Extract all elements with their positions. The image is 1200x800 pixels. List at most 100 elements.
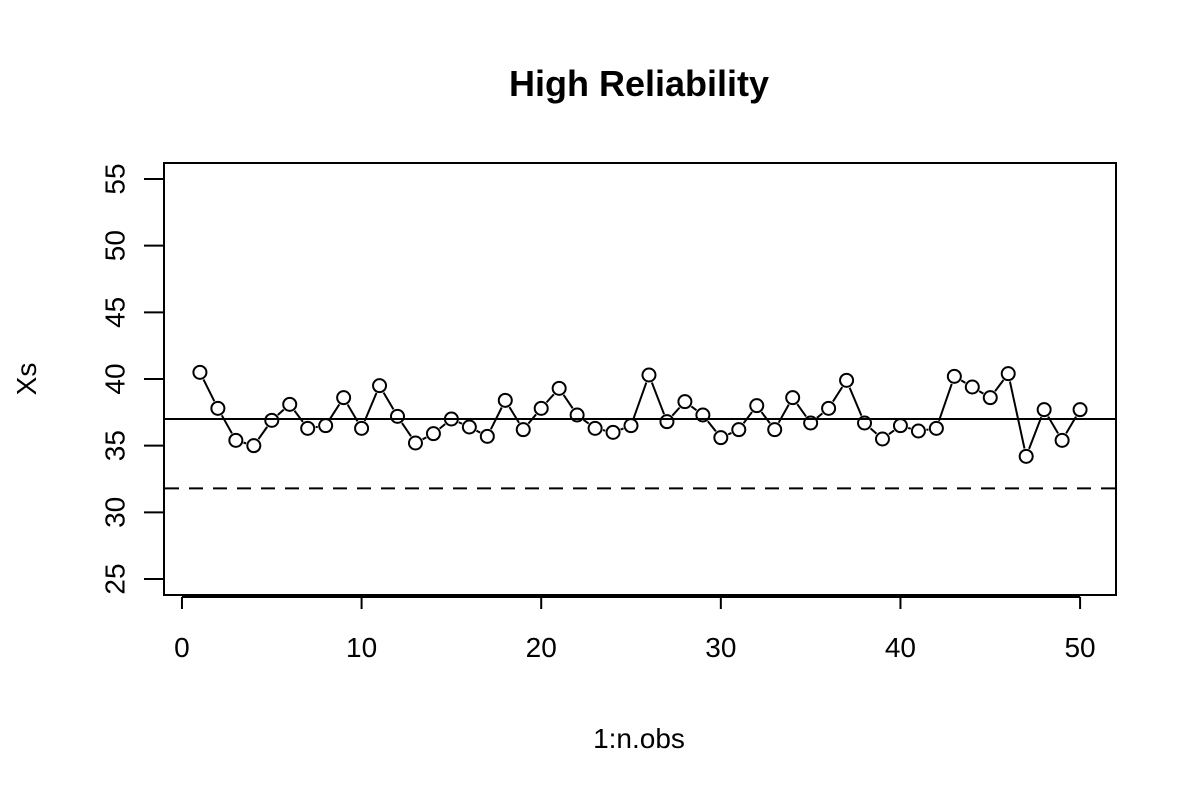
series-segment bbox=[422, 436, 427, 441]
data-point bbox=[551, 380, 567, 396]
data-point bbox=[749, 398, 765, 414]
series-segment bbox=[690, 405, 698, 412]
data-point bbox=[425, 426, 441, 442]
x-tick-label: 20 bbox=[526, 632, 557, 663]
data-point bbox=[677, 394, 693, 410]
x-tick-label: 50 bbox=[1064, 632, 1095, 663]
data-point bbox=[246, 438, 262, 454]
x-axis: 0 10 20 30 40 50 bbox=[174, 596, 1096, 663]
data-point bbox=[874, 431, 890, 447]
data-point bbox=[641, 367, 657, 383]
series-segment bbox=[363, 392, 378, 422]
data-point bbox=[946, 368, 962, 384]
data-point bbox=[372, 378, 388, 394]
data-point bbox=[461, 419, 477, 435]
chart-title: High Reliability bbox=[509, 63, 769, 104]
series-segment bbox=[742, 411, 753, 424]
series-segment bbox=[1028, 416, 1043, 450]
data-point bbox=[192, 364, 208, 380]
series-segment bbox=[220, 414, 233, 434]
series-segment bbox=[848, 387, 863, 417]
series-segment bbox=[277, 408, 285, 416]
series-segment bbox=[671, 406, 681, 417]
x-axis-label: 1:n.obs bbox=[593, 723, 685, 754]
data-point bbox=[803, 415, 819, 431]
data-point bbox=[892, 418, 908, 434]
data-point bbox=[1054, 432, 1070, 448]
series-segment bbox=[994, 379, 1005, 392]
series-segment bbox=[632, 382, 648, 419]
series-segment bbox=[401, 422, 412, 437]
series-segment bbox=[760, 411, 771, 424]
data-point bbox=[623, 418, 639, 434]
data-point bbox=[354, 420, 370, 436]
data-point bbox=[695, 407, 711, 423]
x-tick-label: 0 bbox=[174, 632, 190, 663]
y-tick-label: 25 bbox=[99, 563, 130, 594]
series-segment bbox=[329, 403, 341, 420]
series-segment bbox=[489, 407, 503, 430]
data-point bbox=[964, 379, 980, 395]
data-point bbox=[300, 420, 316, 436]
series-segment bbox=[796, 403, 807, 418]
series-segment bbox=[777, 404, 790, 424]
data-point bbox=[1018, 448, 1034, 464]
x-tick-label: 30 bbox=[705, 632, 736, 663]
data-point bbox=[515, 422, 531, 438]
y-tick-label: 35 bbox=[99, 430, 130, 461]
data-point bbox=[857, 415, 873, 431]
series-segment bbox=[938, 383, 953, 422]
data-point bbox=[659, 414, 675, 430]
x-tick-label: 40 bbox=[885, 632, 916, 663]
data-point bbox=[910, 423, 926, 439]
series-segment bbox=[888, 429, 895, 436]
series-segment bbox=[727, 432, 732, 436]
y-tick-label: 45 bbox=[99, 297, 130, 328]
data-point bbox=[839, 372, 855, 388]
data-point bbox=[1036, 402, 1052, 418]
data-point bbox=[928, 420, 944, 436]
series-segment bbox=[978, 390, 984, 395]
data-point bbox=[767, 422, 783, 438]
series-segment bbox=[562, 394, 574, 409]
series-segment bbox=[475, 429, 481, 434]
data-point bbox=[264, 412, 280, 428]
series-segment bbox=[620, 427, 624, 431]
data-point bbox=[587, 420, 603, 436]
series-segment bbox=[832, 386, 844, 403]
y-tick-label: 50 bbox=[99, 230, 130, 261]
series-segment bbox=[508, 406, 520, 424]
series-segment bbox=[1065, 416, 1077, 434]
series-segment bbox=[527, 413, 537, 425]
data-point bbox=[982, 390, 998, 406]
series-segment bbox=[1008, 381, 1026, 449]
series-segment bbox=[293, 410, 304, 423]
series-segment bbox=[707, 420, 717, 433]
data-point bbox=[821, 400, 837, 416]
series-segment bbox=[582, 418, 590, 425]
y-axis: 25 30 35 40 45 50 55 bbox=[99, 163, 165, 595]
data-point bbox=[533, 400, 549, 416]
x-tick-label: 10 bbox=[346, 632, 377, 663]
data-point bbox=[390, 408, 406, 424]
y-axis-label: Xs bbox=[11, 363, 42, 396]
reference-lines bbox=[165, 418, 1115, 490]
data-point bbox=[336, 390, 352, 406]
series-segment bbox=[960, 379, 966, 384]
data-point bbox=[443, 411, 459, 427]
data-point bbox=[1072, 402, 1088, 418]
data-point bbox=[228, 432, 244, 448]
series-segment bbox=[382, 392, 395, 410]
y-tick-label: 55 bbox=[99, 163, 130, 194]
data-point bbox=[318, 418, 334, 434]
series-segment bbox=[816, 412, 824, 419]
data-point bbox=[407, 435, 423, 451]
plot-area bbox=[163, 162, 1117, 596]
series-segment bbox=[438, 423, 446, 430]
series-segment bbox=[257, 426, 268, 440]
data-point bbox=[1000, 366, 1016, 382]
data-point bbox=[605, 424, 621, 440]
data-point bbox=[210, 400, 226, 416]
data-point bbox=[731, 422, 747, 438]
